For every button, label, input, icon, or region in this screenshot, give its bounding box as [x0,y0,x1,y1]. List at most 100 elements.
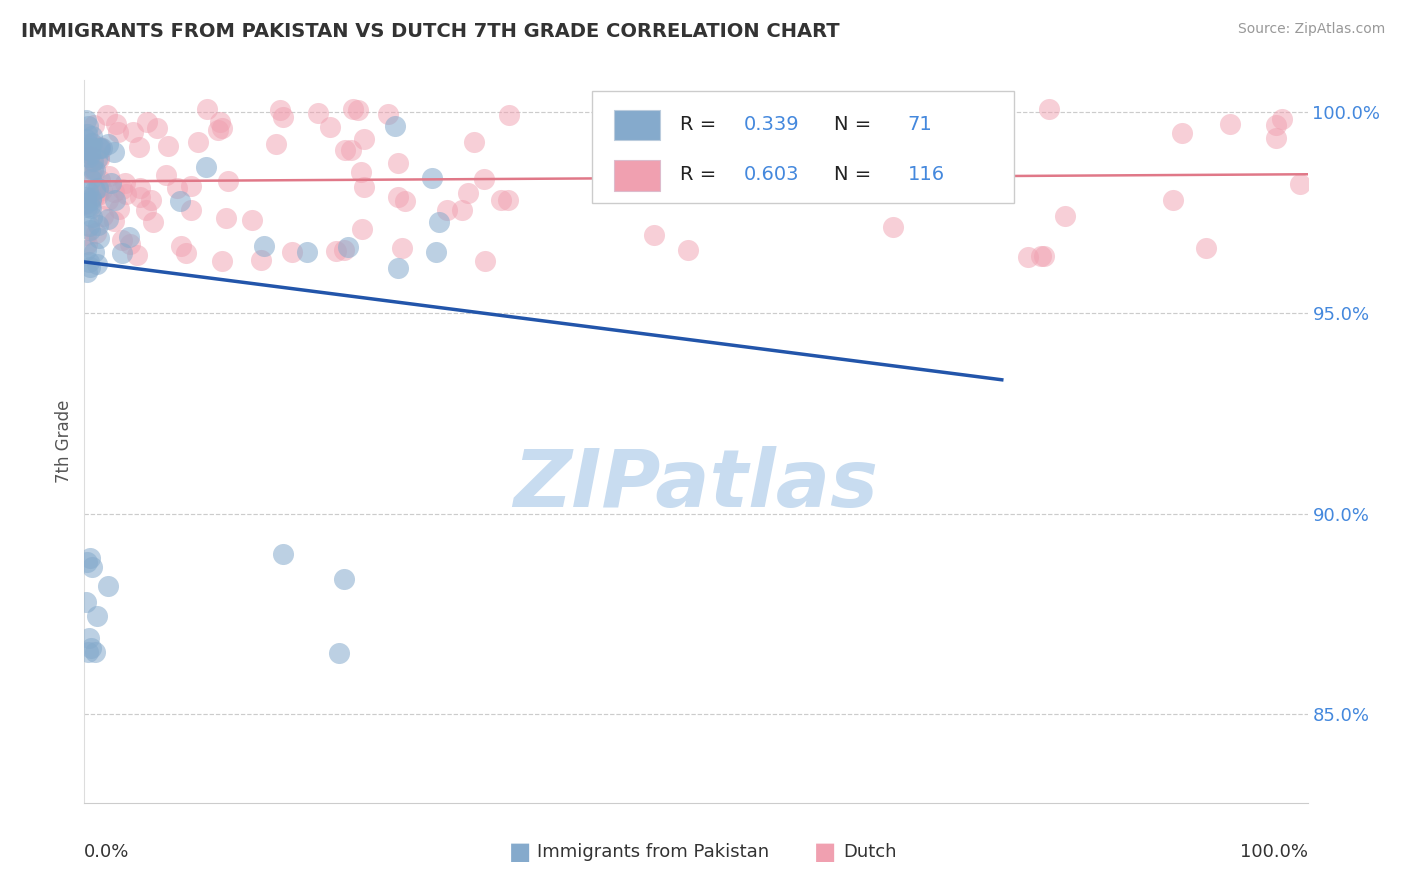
Point [1288,177,1310,191]
Point [387,190,409,204]
Point [142,215,165,229]
Point [97,212,120,227]
Point [335,144,357,158]
Point [97,193,120,207]
Point [80,192,103,206]
Point [75,140,97,154]
Text: 0.603: 0.603 [744,165,799,185]
Point [1031,250,1053,264]
Point [135,202,157,217]
Point [387,156,409,170]
Point [264,136,287,151]
Point [474,253,496,268]
Point [643,120,665,134]
Point [86,181,108,195]
Point [75,195,97,210]
Point [77,255,100,269]
Point [76,555,98,569]
Point [391,241,413,255]
Point [129,189,152,203]
Point [1219,117,1241,131]
Point [103,186,125,200]
Point [79,199,101,213]
Point [328,646,350,660]
Point [80,128,103,143]
Point [103,214,125,228]
Point [77,144,100,158]
Point [76,265,98,279]
Point [82,153,104,168]
Point [775,141,797,155]
Point [75,132,97,146]
Point [79,201,101,215]
Point [1038,102,1060,116]
Point [169,194,191,208]
Point [80,172,103,186]
Point [1017,251,1039,265]
Point [84,183,107,197]
Point [89,231,111,245]
Point [104,194,127,208]
Point [91,209,114,223]
FancyBboxPatch shape [592,91,1014,203]
Point [80,167,103,181]
Point [174,245,197,260]
Point [118,230,141,244]
Point [77,150,100,164]
Point [86,152,108,166]
Point [77,631,100,645]
Point [75,197,97,211]
Point [89,149,111,163]
Point [82,162,104,177]
Point [75,594,97,608]
Text: N =: N = [834,115,877,134]
Point [195,161,218,175]
Point [79,147,101,161]
Point [882,219,904,234]
Text: IMMIGRANTS FROM PAKISTAN VS DUTCH 7TH GRADE CORRELATION CHART: IMMIGRANTS FROM PAKISTAN VS DUTCH 7TH GR… [21,22,839,41]
Point [76,119,98,133]
Point [86,187,108,202]
Point [111,246,134,260]
Point [103,145,125,159]
Text: Dutch: Dutch [842,843,896,861]
Text: 71: 71 [908,115,932,134]
Point [377,107,399,121]
Point [100,176,122,190]
Point [1161,193,1184,207]
Point [420,170,443,185]
Point [979,103,1001,118]
Point [75,228,97,243]
Point [253,239,276,253]
Point [1032,249,1054,263]
Text: 0.0%: 0.0% [84,843,129,861]
Point [180,178,202,193]
Point [155,169,177,183]
Point [114,186,136,201]
Point [427,215,450,229]
Point [83,190,105,204]
Point [170,239,193,253]
Point [76,645,98,659]
Point [86,257,108,271]
Point [195,102,218,116]
Point [166,181,188,195]
Point [105,117,128,131]
Point [240,213,263,227]
Point [111,182,134,196]
Point [89,173,111,187]
Point [353,180,375,194]
Point [75,113,97,128]
Point [425,245,447,260]
Point [80,136,103,151]
Point [1271,112,1294,126]
Point [82,210,104,224]
Point [986,153,1008,168]
Point [271,111,294,125]
Point [127,247,149,261]
Point [450,203,472,218]
Point [87,141,110,155]
Point [84,226,107,240]
Text: N =: N = [834,165,877,185]
Point [496,194,519,208]
